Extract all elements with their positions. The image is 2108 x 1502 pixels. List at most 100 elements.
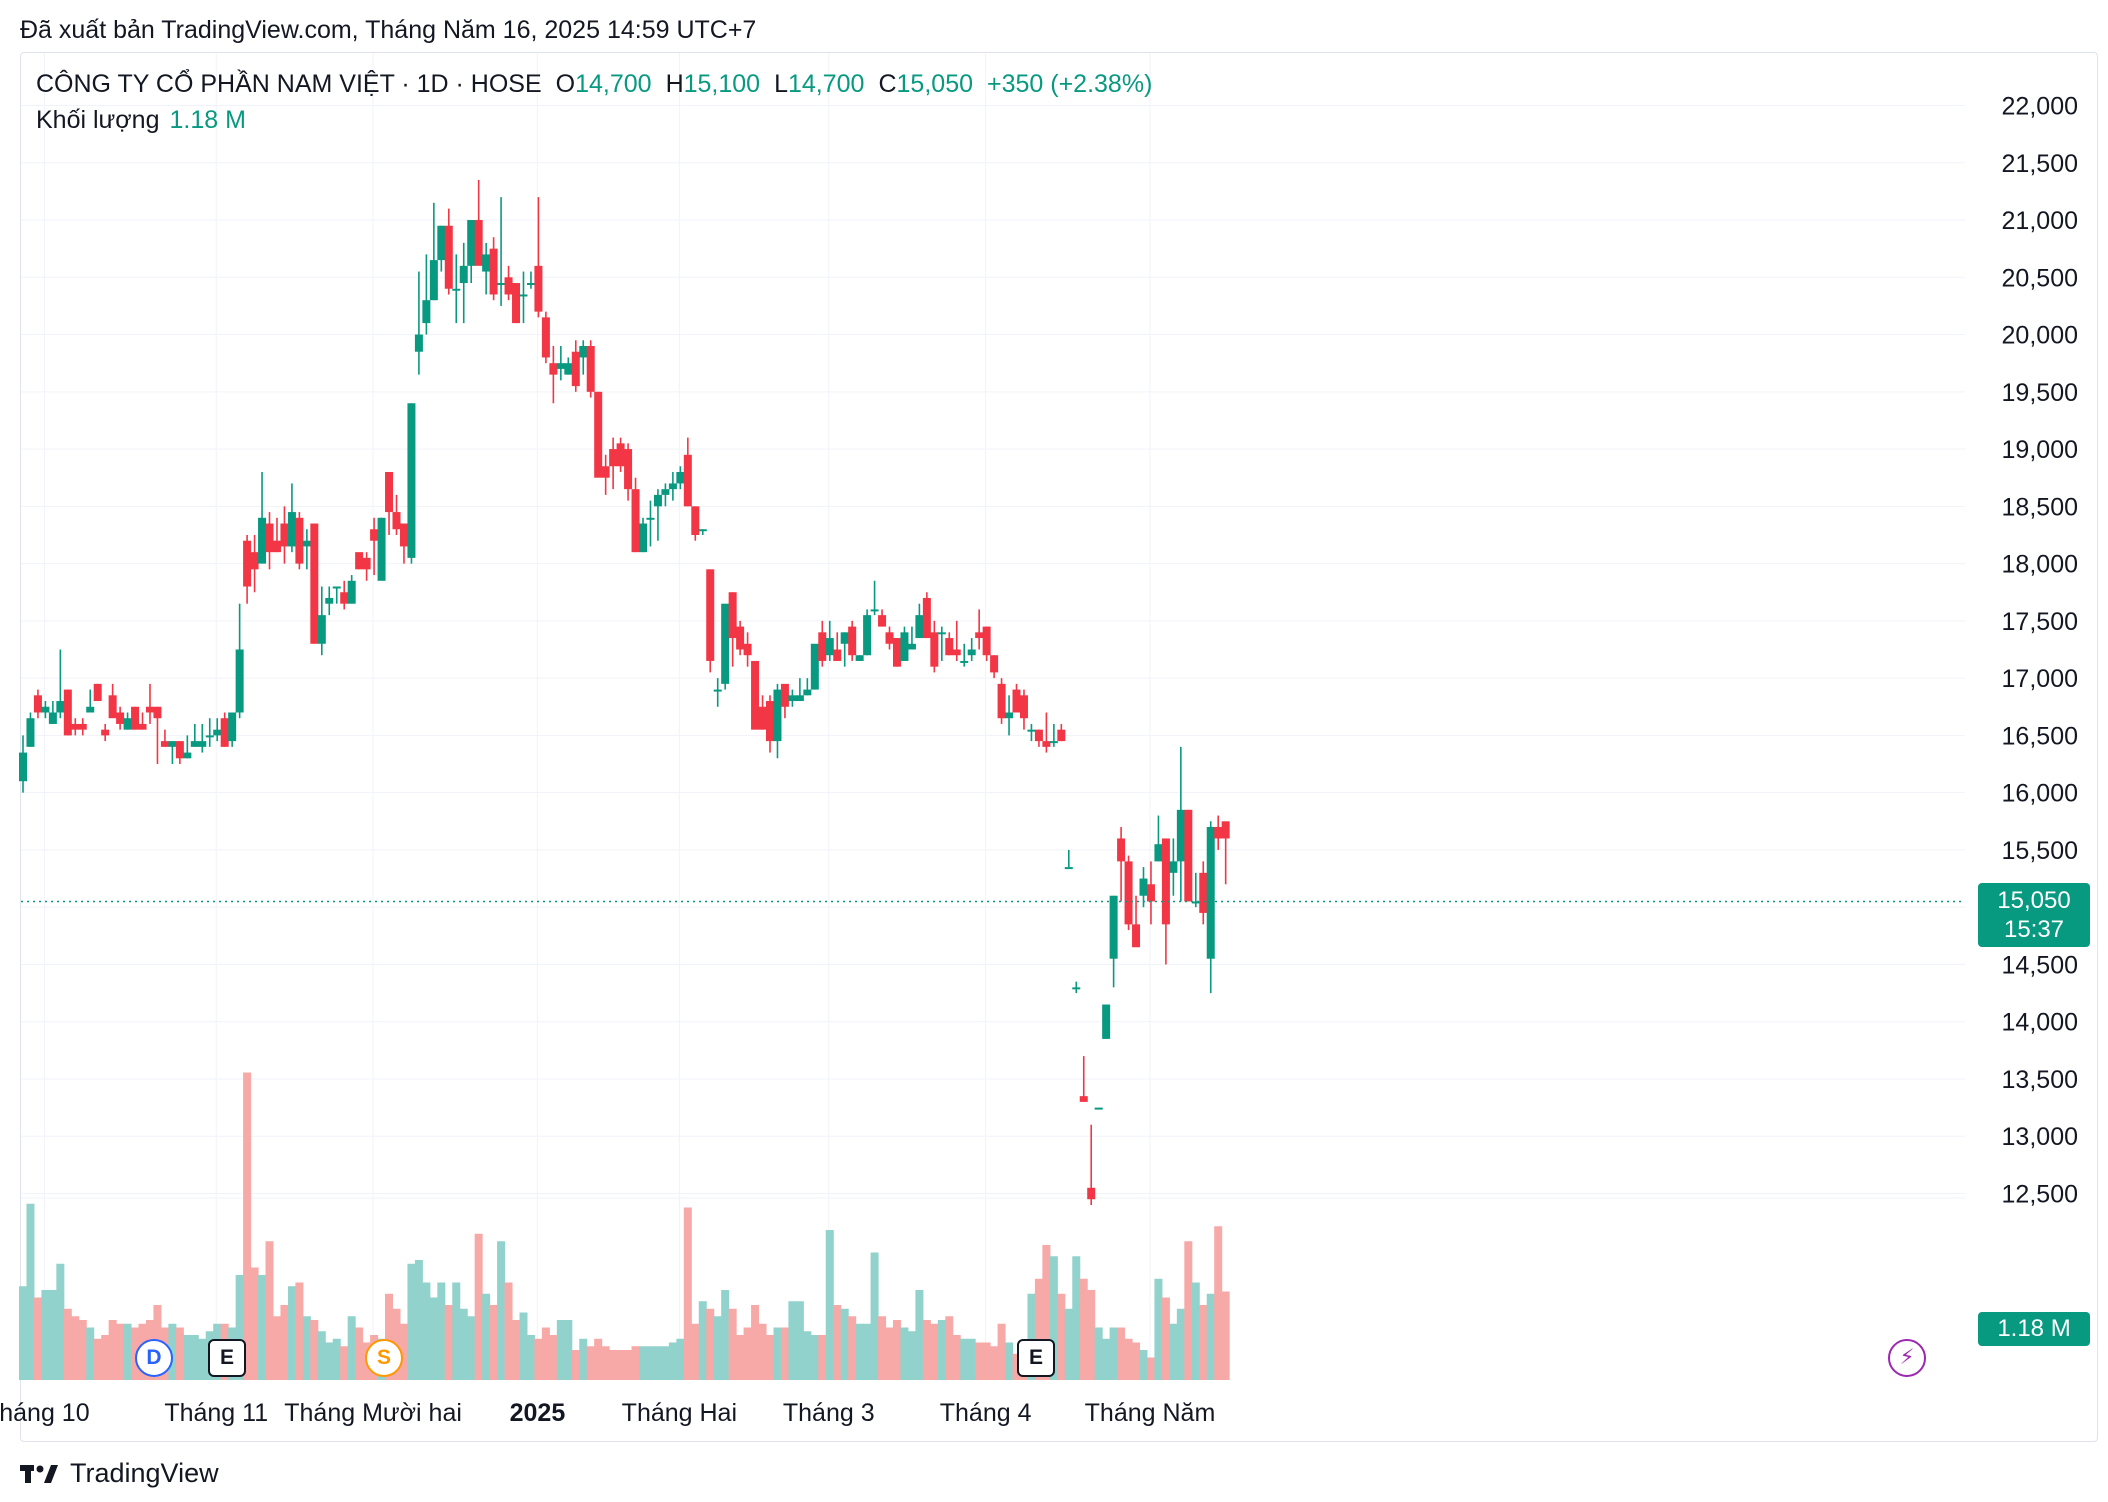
candle-body [198, 741, 207, 747]
volume-bar [1154, 1278, 1163, 1380]
volume-bar [1064, 1308, 1073, 1380]
candle-body [1214, 827, 1223, 839]
volume-bar [235, 1275, 244, 1380]
earnings-event-icon[interactable]: E [1017, 1339, 1055, 1377]
flash-event-icon[interactable]: ⚡ [1888, 1339, 1926, 1377]
candle-body [26, 718, 35, 747]
high-label: H [665, 70, 684, 98]
volume-bar [780, 1327, 789, 1380]
candle-body [788, 695, 797, 702]
y-tick-label: 22,000 [2002, 93, 2078, 121]
candle-body [1176, 809, 1185, 862]
candle-body [1057, 729, 1066, 742]
dividend-event-icon[interactable]: D [135, 1339, 173, 1377]
candle-body [340, 592, 349, 604]
volume-bar [198, 1338, 207, 1380]
volume-bar [108, 1320, 117, 1380]
volume-bar [937, 1320, 946, 1380]
volume-bar [564, 1320, 573, 1380]
candle-body [280, 523, 289, 547]
volume-bar [272, 1316, 281, 1380]
volume-bar [743, 1327, 752, 1380]
volume-bar [340, 1346, 349, 1380]
y-tick-label: 13,000 [2002, 1123, 2078, 1151]
candle-body [243, 540, 252, 587]
volume-bar [48, 1290, 57, 1380]
candle-body [997, 683, 1006, 719]
x-tick-label: háng 10 [0, 1399, 90, 1427]
candle-body [78, 723, 87, 730]
candle-body [392, 512, 401, 530]
volume-bar [997, 1323, 1006, 1380]
candle-body [810, 643, 819, 690]
last-volume-badge: 1.18 M [1978, 1312, 2090, 1346]
candle-body [33, 695, 42, 713]
candle-body [1072, 987, 1081, 990]
candle-body [594, 391, 603, 478]
candle-body [840, 632, 849, 644]
volume-bar [825, 1230, 834, 1380]
volume-bar [990, 1346, 999, 1380]
candle-body [317, 615, 326, 644]
candle-body [975, 632, 984, 639]
candle-body [444, 225, 453, 289]
candle-body [945, 638, 954, 656]
earnings-event-icon[interactable]: E [208, 1339, 246, 1377]
volume-bar [609, 1350, 618, 1380]
split-event-icon[interactable]: S [365, 1339, 403, 1377]
candle-body [414, 334, 423, 352]
x-tick-label: 2025 [510, 1399, 566, 1427]
candle-body [407, 403, 416, 558]
candle-body [1079, 1096, 1088, 1102]
candle-body [967, 649, 976, 656]
volume-bar [265, 1241, 274, 1380]
volume-bar [676, 1338, 685, 1380]
candle-body [1221, 821, 1230, 839]
volume-bar [624, 1350, 633, 1380]
y-tick-label: 12,500 [2002, 1181, 2078, 1209]
volume-bar [773, 1327, 782, 1380]
candle-body [1019, 695, 1028, 719]
candle-body [377, 517, 386, 581]
candle-body [429, 260, 438, 301]
volume-bar [571, 1350, 580, 1380]
y-tick-label: 16,500 [2002, 722, 2078, 750]
y-tick-label: 20,500 [2002, 264, 2078, 292]
volume-bar [810, 1335, 819, 1380]
volume-bar [504, 1282, 513, 1380]
candle-body [930, 632, 939, 667]
open-label: O [555, 70, 576, 98]
chart-frame[interactable] [20, 52, 2098, 1442]
candle-body [272, 540, 281, 553]
candle-body [1012, 689, 1021, 713]
volume-bar [459, 1308, 468, 1380]
volume-bar [900, 1327, 909, 1380]
volume-bar [250, 1267, 259, 1380]
candle-body [325, 597, 334, 604]
volume-bar [579, 1338, 588, 1380]
y-tick-label: 17,000 [2002, 665, 2078, 693]
price-grid [21, 53, 1965, 1380]
candle-body [728, 592, 737, 639]
candle-body [1184, 809, 1193, 902]
candle-body [1154, 844, 1163, 862]
volume-bar [885, 1327, 894, 1380]
volume-bar [653, 1346, 662, 1380]
candle-body [1042, 741, 1051, 747]
volume-bar [1124, 1338, 1133, 1380]
candle-body [885, 632, 894, 644]
candle-body [549, 363, 558, 375]
candle-body [863, 615, 872, 656]
volume-bar [512, 1320, 521, 1380]
volume-bar [295, 1282, 304, 1380]
x-tick-label: Tháng Mười hai [284, 1399, 462, 1427]
candle-body [892, 638, 901, 667]
candle-body [773, 689, 782, 742]
candle-body [751, 660, 760, 730]
volume-bar [183, 1335, 192, 1380]
volume-bar [691, 1323, 700, 1380]
y-tick-label: 18,500 [2002, 493, 2078, 521]
candle-body [175, 741, 184, 759]
volume-bar [855, 1323, 864, 1380]
